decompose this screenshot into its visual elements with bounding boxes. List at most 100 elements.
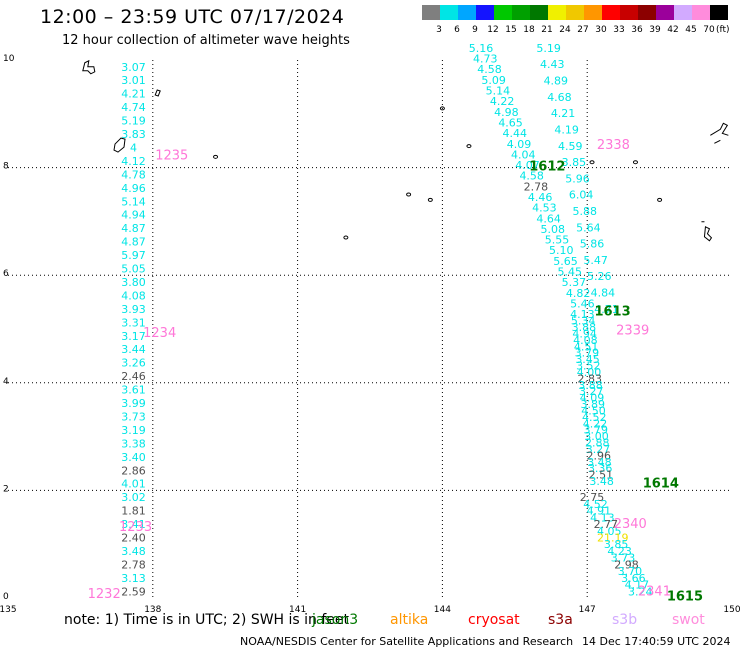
wave-height-label: 4.59 <box>558 140 583 153</box>
wave-height-label: 21.19 <box>597 532 629 545</box>
legend-tick-label: 21 <box>541 25 552 35</box>
wave-height-label: 3.27 <box>579 385 604 398</box>
legend-swatch <box>692 5 710 20</box>
wave-height-label: 5.19 <box>536 42 561 55</box>
pass-id-label: 1613 <box>594 305 630 320</box>
wave-height-label: 4.52 <box>582 411 607 424</box>
lat-tick-label: 8 <box>3 162 9 172</box>
wave-height-label: 4 <box>130 141 137 154</box>
wave-height-label: 5.34 <box>571 315 596 328</box>
wave-height-label: 4.51 <box>574 340 599 353</box>
island-outline <box>589 160 595 165</box>
wave-height-label: 2.59 <box>121 585 146 598</box>
wave-height-label: 4.71 <box>594 303 619 316</box>
generated-timestamp: 14 Dec 17:40:59 UTC 2024 <box>582 635 731 648</box>
island-outline <box>406 192 412 197</box>
legend-tick-label: 18 <box>523 25 535 35</box>
wave-height-label: 4.13 <box>590 511 615 524</box>
lon-tick-label: 144 <box>434 605 451 615</box>
wave-height-label: 3.48 <box>587 456 612 469</box>
legend-tick-label: 36 <box>631 25 643 35</box>
island-outline <box>213 154 219 159</box>
lon-tick-label: 138 <box>144 605 161 615</box>
wave-height-label: 3.85 <box>604 538 629 551</box>
wave-height-label: 2.78 <box>121 558 146 571</box>
wave-height-label: 5.88 <box>573 205 598 218</box>
wave-height-label: 2.96 <box>586 449 611 462</box>
legend-swatch <box>512 5 530 20</box>
wave-height-label: 5.14 <box>486 85 511 98</box>
pass-id-label: 1614 <box>643 477 679 492</box>
legend-tick-label: 6 <box>454 25 460 35</box>
wave-height-label: 5.37 <box>562 276 587 289</box>
page-title: 12:00 – 23:59 UTC 07/17/2024 <box>40 6 345 28</box>
island-outline <box>113 137 126 153</box>
island-outline <box>657 197 663 202</box>
legend-swatch <box>566 5 584 20</box>
wave-height-label: 4.08 <box>573 334 598 347</box>
wave-height-label: 3.73 <box>121 410 146 423</box>
wave-height-label: 4.58 <box>519 170 544 183</box>
pass-id-label: 2340 <box>614 517 647 532</box>
pass-id-label: 1234 <box>143 326 176 341</box>
wave-height-label: 3.07 <box>121 61 146 74</box>
island-outline <box>710 122 729 144</box>
legend-tick-label: 12 <box>487 25 498 35</box>
wave-height-label: 5.86 <box>580 238 605 251</box>
sat-label-s3a: s3a <box>548 612 573 628</box>
wave-height-label: 3.48 <box>121 545 146 558</box>
wave-height-label: 3.01 <box>121 74 146 87</box>
wave-height-label: 5.08 <box>541 223 566 236</box>
color-legend: 3 6 9 12 15 18 21 24 27 30 33 36 39 42 45 70 (ft) <box>422 5 730 35</box>
wave-height-label: 5.19 <box>121 115 146 128</box>
wave-height-label: 2.88 <box>585 437 610 450</box>
wave-height-label: 4.68 <box>547 91 572 104</box>
wave-height-label: 3.88 <box>572 321 597 334</box>
legend-swatch <box>584 5 602 20</box>
pass-id-label: 1615 <box>667 590 703 605</box>
wave-height-label: 5.55 <box>545 234 570 247</box>
wave-height-label: 5.16 <box>469 42 494 55</box>
wave-height-label: 2.46 <box>121 370 146 383</box>
wave-height-label: 2.51 <box>589 469 614 482</box>
legend-swatch <box>602 5 620 20</box>
lon-tick-label: 147 <box>579 605 596 615</box>
wave-height-label: 4.82 <box>566 287 591 300</box>
wave-height-label: 2.86 <box>121 464 146 477</box>
wave-height-label: 3.80 <box>121 276 146 289</box>
wave-height-label: 3.73 <box>611 552 636 565</box>
legend-tick-label: 42 <box>667 25 678 35</box>
wave-height-label: 3.27 <box>586 443 611 456</box>
wave-height-label: 3.83 <box>121 128 146 141</box>
wave-height-label: 5.10 <box>549 244 574 257</box>
wave-height-label: 4.94 <box>121 209 146 222</box>
wave-height-label: 3.89 <box>581 398 606 411</box>
wave-height-label: 3.44 <box>121 343 146 356</box>
wave-height-label: 3.19 <box>121 424 146 437</box>
wave-height-label: 3.79 <box>583 424 608 437</box>
lon-tick-label: 141 <box>289 605 306 615</box>
pass-id-label: 1235 <box>155 149 188 164</box>
wave-height-label: 5.09 <box>481 74 506 87</box>
wave-height-label: 4.05 <box>597 525 622 538</box>
pass-id-label: 2341 <box>638 584 671 599</box>
wave-height-label: 2.40 <box>121 532 146 545</box>
wave-height-label: 4.58 <box>477 63 502 76</box>
wave-height-label: 5.46 <box>570 297 595 310</box>
legend-swatch <box>440 5 458 20</box>
legend-swatch <box>548 5 566 20</box>
legend-swatch <box>458 5 476 20</box>
legend-swatch <box>674 5 692 20</box>
wave-height-label: 4.23 <box>607 545 632 558</box>
lat-tick-label: 6 <box>3 269 9 279</box>
wave-height-label: 1.81 <box>121 505 146 518</box>
wave-height-label: 4.22 <box>490 95 515 108</box>
legend-swatch <box>422 5 440 20</box>
pass-id-label: 1232 <box>88 587 121 602</box>
wave-height-label: 4.01 <box>121 478 146 491</box>
wave-height-label: 2.83 <box>578 372 603 385</box>
page-subtitle: 12 hour collection of altimeter wave hei… <box>62 33 350 48</box>
wave-height-label: 3.79 <box>575 347 600 360</box>
legend-tick-label: 45 <box>685 25 696 35</box>
